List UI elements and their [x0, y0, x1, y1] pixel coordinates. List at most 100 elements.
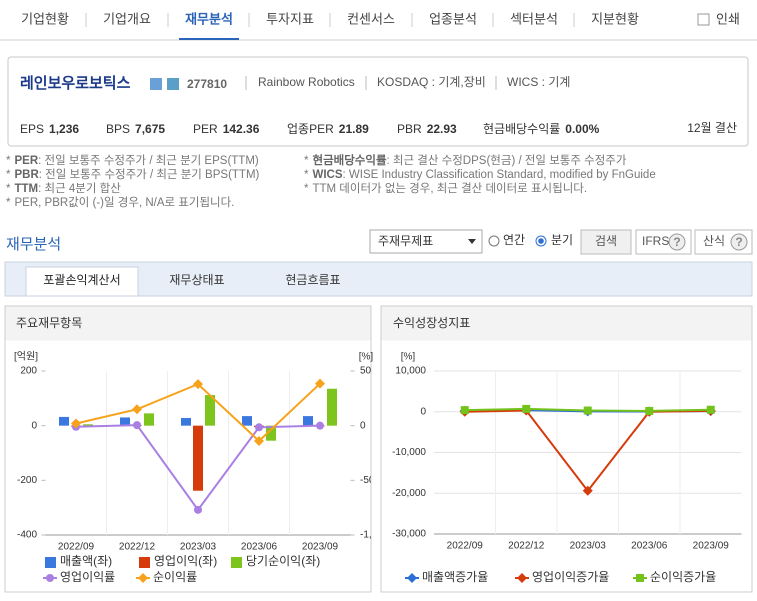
bar [193, 425, 203, 491]
radio-dot [538, 238, 544, 244]
note: * PBR: 전일 보통주 수정주가 / 최근 분기 BPS(TTM) [6, 167, 260, 181]
chart-title: 주요재무항목 [16, 316, 82, 330]
nav-tab[interactable]: 투자지표 [266, 11, 314, 26]
marker [315, 378, 325, 389]
print[interactable]: 인쇄 [716, 11, 740, 26]
stat: 업종PER 21.89 [287, 122, 369, 136]
legend-label: 순이익증가율 [650, 570, 716, 584]
ifrs-label[interactable]: IFRS [642, 234, 669, 248]
nav-tab[interactable]: 섹터분석 [510, 11, 558, 26]
select-value[interactable]: 주재무제표 [378, 234, 433, 248]
y2-tick-label: 500 [360, 366, 377, 377]
x-tick-label: 2022/12 [119, 542, 156, 553]
tab[interactable]: 재무상태표 [169, 273, 224, 287]
stat-value: 7,675 [135, 122, 165, 136]
bar [266, 425, 276, 441]
section-title: 재무분석 [6, 236, 61, 253]
nav-tab[interactable]: 지분현황 [591, 11, 639, 26]
marker [254, 435, 264, 446]
y-unit: [%] [401, 352, 416, 363]
marker [71, 418, 81, 429]
legend-swatch [45, 557, 56, 568]
tab[interactable]: 포괄손익계산서 [43, 273, 120, 287]
help-icon[interactable] [668, 233, 686, 251]
legend-marker [138, 573, 148, 583]
stat-value: 0.00% [565, 122, 599, 136]
x-tick-label: 2023/06 [241, 542, 278, 553]
help-icon[interactable] [730, 233, 748, 251]
legend-label: 순이익률 [153, 570, 197, 584]
home-icon[interactable] [150, 78, 162, 90]
nav-tab[interactable]: 기업현황 [21, 11, 69, 26]
bar [181, 418, 191, 426]
settlement: 12월 결산 [687, 121, 737, 135]
note-term: TTM [14, 183, 38, 195]
bar [144, 413, 154, 426]
marker [460, 406, 469, 415]
marker [645, 406, 654, 415]
search-label[interactable]: 검색 [595, 234, 617, 248]
select-arrow [468, 239, 476, 244]
note-marker: * [304, 155, 309, 167]
y2-unit: [%] [359, 352, 374, 363]
stat: PBR 22.93 [397, 122, 457, 136]
y2-tick-label: -500 [360, 475, 380, 486]
x-tick-label: 2023/03 [570, 541, 607, 552]
y2-tick-label: 0 [360, 420, 366, 431]
note-text: : 전일 보통주 수정주가 / 최근 분기 EPS(TTM) [38, 153, 259, 167]
select[interactable] [369, 229, 483, 254]
y-tick-label: 10,000 [395, 366, 426, 377]
stat-value: 22.93 [427, 122, 457, 136]
panel-header [5, 306, 371, 341]
note-marker: * [6, 197, 11, 209]
nav-tab[interactable]: 업종분석 [429, 11, 477, 26]
stat-label: PER [193, 122, 218, 136]
marker [132, 404, 142, 415]
chart-title: 수익성장성지표 [393, 316, 470, 330]
info-icon[interactable] [167, 78, 179, 90]
nav-tab[interactable]: 컨센서스 [347, 11, 395, 26]
nav-tab[interactable]: 재무분석 [185, 11, 233, 26]
print-icon[interactable] [697, 13, 710, 26]
radio-label[interactable]: 분기 [551, 233, 573, 247]
company-code: 277810 [187, 77, 227, 91]
formula-label[interactable]: 산식 [703, 234, 725, 248]
nav-tab[interactable]: 기업개요 [103, 11, 151, 26]
marker [316, 421, 324, 430]
company-name: 레인보우로보틱스 [20, 74, 131, 92]
y-tick-label: 200 [20, 366, 37, 377]
stat-value: 21.89 [339, 122, 369, 136]
y-tick-label: 0 [420, 406, 426, 417]
note-text: : 최근 결산 수정DPS(현금) / 전일 보통주 수정주가 [387, 153, 627, 167]
company-box [7, 56, 749, 147]
note: * TTM: 최근 4분기 합산 [6, 182, 121, 195]
note-marker: * [6, 183, 11, 195]
stat: 현금배당수익률 0.00% [483, 122, 600, 136]
legend-label: 영업이익률 [60, 570, 115, 584]
bar [303, 416, 313, 426]
note-text: PER, PBR값이 (-)일 경우, N/A로 표기됩니다. [14, 195, 234, 209]
stat: EPS 1,236 [20, 122, 79, 136]
marker [255, 423, 263, 432]
x-tick-label: 2023/09 [693, 541, 730, 552]
note-marker: * [6, 155, 11, 167]
legend-marker [46, 574, 54, 582]
note-text: TTM 데이터가 없는 경우, 최근 결산 데이터로 표시됩니다. [312, 181, 587, 195]
tab[interactable]: 현금흐름표 [285, 273, 340, 287]
note-text: : 전일 보통주 수정주가 / 최근 분기 BPS(TTM) [39, 167, 260, 181]
note: * PER: 전일 보통주 수정주가 / 최근 분기 EPS(TTM) [6, 153, 259, 167]
stat-label: 업종PER [287, 122, 334, 136]
x-tick-label: 2022/12 [508, 541, 545, 552]
radio[interactable] [488, 235, 500, 247]
bar [205, 395, 215, 426]
radio-label[interactable]: 연간 [503, 233, 525, 247]
note: * TTM 데이터가 없는 경우, 최근 결산 데이터로 표시됩니다. [304, 181, 587, 195]
legend-marker [636, 574, 644, 582]
y-tick-label: 0 [31, 420, 37, 431]
stat: PER 142.36 [193, 122, 260, 136]
legend-label: 매출액(좌) [60, 554, 112, 568]
search-button[interactable] [580, 229, 632, 255]
note: * 현금배당수익률: 최근 결산 수정DPS(현금) / 전일 보통주 수정주가 [304, 153, 627, 167]
stat-value: 142.36 [223, 122, 260, 136]
